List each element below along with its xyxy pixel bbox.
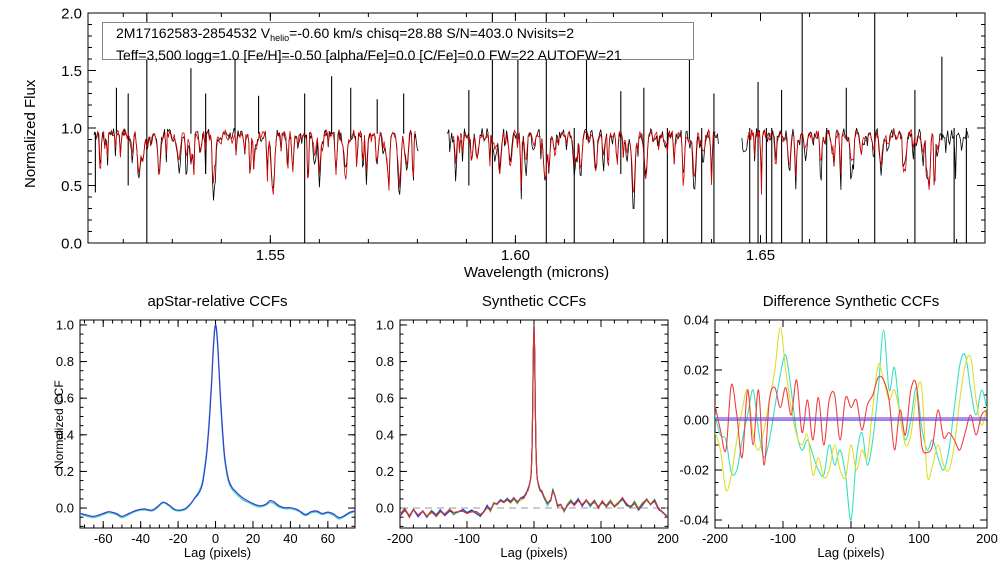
svg-text:0.8: 0.8 [56, 354, 74, 369]
apstar-ccf-title: apStar-relative CCFs [147, 293, 288, 310]
svg-text:-20: -20 [169, 531, 188, 546]
fit-stats: =-0.60 km/s chisq=28.88 S/N=403.0 Nvisit… [289, 25, 574, 41]
svg-text:-200: -200 [702, 531, 728, 546]
fit-summary-line1: 2M17162583-2854532 Vhelio=-0.60 km/s chi… [116, 25, 693, 47]
svg-text:0.6: 0.6 [56, 391, 74, 406]
svg-text:0.04: 0.04 [684, 313, 709, 328]
difference-ccf-plot-area: -200 -100 0 100 200 0.04 0.02 0.00 -0.02 -0.04 [679, 313, 997, 546]
svg-text:20: 20 [246, 531, 260, 546]
difference-ccf-x-axis-label: Lag (pixels) [817, 545, 885, 560]
fit-summary-line2: Teff=3,500 logg=1.0 [Fe/H]=-0.50 [alpha/… [116, 47, 622, 63]
svg-text:0: 0 [212, 531, 219, 546]
synthetic-ccf-plot-area: -200 -100 0 100 200 0.0 0.2 0.4 0.6 0.8 1.0 [376, 317, 679, 546]
svg-text:0.02: 0.02 [684, 363, 709, 378]
svg-text:0.0: 0.0 [61, 235, 82, 252]
svg-text:1.55: 1.55 [256, 247, 285, 264]
svg-text:0.00: 0.00 [684, 413, 709, 428]
difference-ccf-title: Difference Synthetic CCFs [762, 293, 940, 310]
svg-text:0: 0 [530, 531, 537, 546]
svg-text:-200: -200 [387, 531, 413, 546]
svg-text:60: 60 [321, 531, 335, 546]
svg-text:0.0: 0.0 [376, 501, 394, 516]
svg-text:-100: -100 [770, 531, 796, 546]
svg-text:0.4: 0.4 [56, 427, 74, 442]
svg-text:100: 100 [908, 531, 930, 546]
spectrum-plot-area: 1.55 1.60 1.65 0.0 0.5 1.0 1.5 2.0 [61, 5, 986, 264]
svg-text:-0.04: -0.04 [679, 513, 709, 528]
apstar-ccf-y-axis-label: Normalized CCF [52, 380, 66, 469]
svg-text:0.5: 0.5 [61, 178, 82, 195]
fit-summary-box: 2M17162583-2854532 Vhelio=-0.60 km/s chi… [102, 22, 694, 63]
svg-text:200: 200 [976, 531, 998, 546]
svg-text:1.0: 1.0 [61, 120, 82, 137]
vhelio-subscript: helio [270, 33, 290, 43]
svg-text:-40: -40 [131, 531, 150, 546]
svg-text:-100: -100 [454, 531, 480, 546]
synthetic-ccf-x-axis-label: Lag (pixels) [500, 545, 568, 560]
svg-text:0.2: 0.2 [376, 464, 394, 479]
svg-text:0.6: 0.6 [376, 391, 394, 406]
svg-text:1.0: 1.0 [376, 317, 394, 332]
svg-text:1.0: 1.0 [56, 317, 74, 332]
svg-text:1.60: 1.60 [501, 247, 530, 264]
svg-text:200: 200 [657, 531, 679, 546]
star-id-and-vhelio: 2M17162583-2854532 V [116, 25, 271, 41]
apstar-ccf-plot-area: -60 -40 -20 0 20 40 60 0.0 0.2 0.4 0.6 0.8 1.0 [56, 317, 356, 546]
svg-text:2.0: 2.0 [61, 5, 82, 22]
spectrum-x-axis-label: Wavelength (microns) [463, 264, 610, 281]
svg-text:0.2: 0.2 [56, 464, 74, 479]
svg-text:-0.02: -0.02 [679, 463, 709, 478]
svg-text:0.0: 0.0 [56, 501, 74, 516]
apstar-ccf-x-axis-label: Lag (pixels) [183, 545, 252, 560]
svg-text:0: 0 [847, 531, 854, 546]
synthetic-ccf-title: Synthetic CCFs [481, 293, 587, 310]
svg-text:1.65: 1.65 [746, 247, 775, 264]
svg-text:1.5: 1.5 [61, 63, 82, 80]
svg-text:0.8: 0.8 [376, 354, 394, 369]
svg-text:100: 100 [590, 531, 612, 546]
svg-text:40: 40 [283, 531, 297, 546]
svg-text:-60: -60 [94, 531, 113, 546]
svg-text:0.4: 0.4 [376, 427, 394, 442]
spectrum-y-axis-label: Normalized Flux [22, 79, 39, 188]
